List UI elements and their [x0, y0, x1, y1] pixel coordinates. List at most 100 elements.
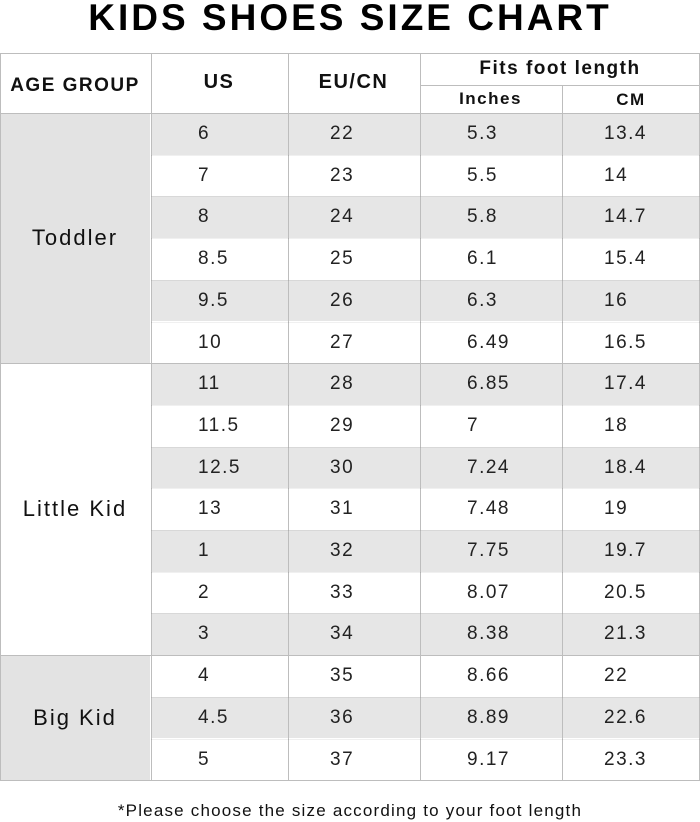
page-title: KIDS SHOES SIZE CHART — [88, 0, 612, 38]
eu-cn-size-cell: 22 — [330, 123, 355, 144]
table-border-bottom — [0, 780, 700, 782]
header-divider — [0, 113, 700, 114]
us-size-cell: 13 — [198, 498, 223, 520]
us-size-cell: 12.5 — [198, 456, 241, 478]
header-us: US — [203, 71, 235, 93]
row-divider — [151, 696, 700, 698]
cm-cell: 23.3 — [604, 748, 647, 770]
column-divider — [288, 53, 289, 781]
size-note: *Please choose the size according to you… — [117, 801, 583, 820]
row-stripe — [151, 613, 700, 656]
cm-cell: 13.4 — [604, 123, 647, 144]
row-stripe — [151, 363, 700, 405]
cm-cell: 20.5 — [604, 581, 647, 603]
inches-cell: 6.3 — [467, 289, 498, 311]
inches-cell: 8.89 — [467, 706, 510, 728]
row-stripe — [151, 530, 700, 572]
cm-cell: 14.7 — [604, 206, 647, 228]
age-group-label: Little Kid — [22, 496, 128, 522]
cm-cell: 16 — [604, 289, 629, 311]
cm-cell: 22 — [604, 665, 629, 687]
row-divider — [151, 321, 700, 323]
header-inches: Inches — [459, 89, 522, 108]
inches-cell: 8.38 — [467, 623, 510, 645]
us-size-cell: 10 — [198, 331, 223, 353]
group-cell-fill — [0, 113, 150, 364]
cm-cell: 19 — [604, 498, 629, 520]
us-size-cell: 4.5 — [198, 706, 229, 728]
column-divider — [151, 53, 152, 781]
row-stripe — [151, 113, 700, 155]
row-divider — [151, 279, 700, 281]
age-group-label: Toddler — [31, 225, 119, 251]
us-size-cell: 2 — [198, 581, 211, 603]
inches-cell: 5.5 — [467, 164, 498, 186]
size-chart-table: AGE GROUP US EU/CN Fits foot length Inch… — [0, 53, 700, 782]
table-border-left — [0, 53, 1, 781]
cm-cell: 17.4 — [604, 373, 647, 395]
column-divider — [420, 53, 421, 781]
cm-cell: 22.6 — [604, 706, 647, 728]
eu-cn-size-cell: 25 — [330, 248, 355, 270]
row-divider — [151, 154, 700, 156]
header-cm: CM — [616, 90, 646, 109]
subheader-divider — [420, 85, 700, 86]
age-group-label: Big Kid — [33, 704, 117, 730]
cm-cell: 19.7 — [604, 540, 647, 561]
cm-cell: 15.4 — [604, 248, 647, 270]
row-stripe — [151, 196, 700, 239]
inches-cell: 7 — [467, 414, 480, 436]
us-size-cell: 4 — [198, 665, 211, 687]
inches-cell: 7.24 — [467, 456, 510, 478]
inches-cell: 6.85 — [467, 373, 510, 395]
row-divider — [151, 404, 700, 406]
row-divider — [151, 238, 700, 240]
cm-cell: 14 — [604, 164, 629, 186]
row-divider — [151, 738, 700, 740]
group-divider — [0, 655, 700, 657]
cm-cell: 18 — [604, 414, 629, 436]
header-eu-cn: EU/CN — [318, 71, 389, 93]
column-divider — [562, 85, 563, 781]
eu-cn-size-cell: 24 — [330, 206, 355, 228]
row-stripe — [151, 446, 700, 489]
header-age-group: AGE GROUP — [10, 75, 140, 96]
eu-cn-size-cell: 33 — [330, 581, 355, 603]
group-cell-fill — [0, 655, 150, 781]
inches-cell: 5.8 — [467, 206, 498, 228]
inches-cell: 8.66 — [467, 665, 510, 687]
row-divider — [151, 613, 700, 615]
inches-cell: 6.49 — [467, 331, 510, 353]
eu-cn-size-cell: 23 — [330, 164, 355, 186]
eu-cn-size-cell: 31 — [330, 498, 355, 520]
eu-cn-size-cell: 35 — [330, 665, 355, 687]
eu-cn-size-cell: 28 — [330, 373, 355, 395]
row-divider — [151, 530, 700, 531]
inches-cell: 9.17 — [467, 748, 510, 770]
inches-cell: 6.1 — [467, 248, 498, 270]
us-size-cell: 8 — [198, 206, 211, 228]
row-divider — [151, 446, 700, 448]
inches-cell: 5.3 — [467, 123, 498, 144]
us-size-cell: 6 — [198, 123, 211, 144]
row-stripe — [151, 696, 700, 739]
eu-cn-size-cell: 27 — [330, 331, 355, 353]
row-divider — [151, 196, 700, 198]
cm-cell: 16.5 — [604, 331, 647, 353]
eu-cn-size-cell: 37 — [330, 748, 355, 770]
eu-cn-size-cell: 36 — [330, 706, 355, 728]
us-size-cell: 11 — [198, 373, 221, 395]
header-fits-foot-length: Fits foot length — [479, 58, 641, 79]
us-size-cell: 3 — [198, 623, 211, 645]
inches-cell: 7.75 — [467, 540, 510, 561]
us-size-cell: 7 — [198, 164, 211, 186]
row-stripe — [151, 279, 700, 322]
us-size-cell: 9.5 — [198, 289, 229, 311]
eu-cn-size-cell: 29 — [330, 414, 355, 436]
inches-cell: 7.48 — [467, 498, 510, 520]
eu-cn-size-cell: 34 — [330, 623, 355, 645]
row-divider — [151, 571, 700, 573]
us-size-cell: 5 — [198, 748, 211, 770]
eu-cn-size-cell: 32 — [330, 540, 355, 561]
cm-cell: 18.4 — [604, 456, 647, 478]
